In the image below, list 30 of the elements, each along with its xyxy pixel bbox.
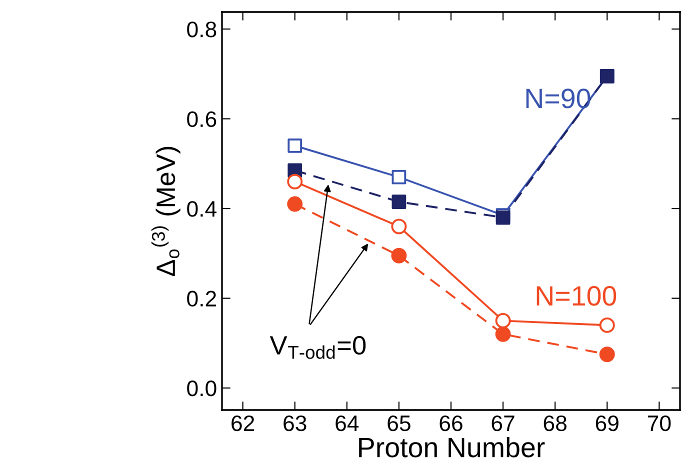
x-tick-label: 67	[492, 415, 514, 432]
point	[392, 194, 406, 209]
x-tick-label: 68	[544, 415, 566, 432]
y-tick-label: 0.4	[187, 201, 216, 217]
series-label: N=100	[536, 286, 616, 306]
x-tick-label: 62	[232, 415, 254, 432]
point	[495, 312, 511, 328]
y-tick-label: 0.8	[187, 22, 216, 38]
point	[599, 346, 615, 362]
annotation: V$_{T-odd}$=0	[270, 336, 366, 359]
x-axis-title: Proton Number	[359, 436, 545, 458]
y-tick-label: 0.2	[187, 290, 216, 307]
x-tick-label: 63	[284, 415, 306, 432]
series-label: N=90	[526, 88, 590, 108]
x-tick-label: 65	[388, 415, 410, 432]
y-axis-title: Δ$_{o}$$^{(3)}$ (MeV)	[151, 146, 180, 276]
point	[495, 326, 511, 342]
x-tick-label: 66	[440, 415, 462, 432]
point	[391, 218, 407, 234]
point	[287, 196, 303, 212]
point	[391, 248, 407, 264]
x-tick-label: 70	[648, 415, 671, 432]
y-tick-label: 0.0	[187, 380, 216, 396]
point	[599, 317, 615, 333]
x-tick-label: 64	[336, 415, 359, 432]
point	[392, 170, 406, 184]
y-tick-label: 0.6	[187, 111, 216, 128]
x-tick-label: 69	[596, 415, 618, 432]
point	[288, 138, 302, 153]
point	[287, 174, 303, 190]
